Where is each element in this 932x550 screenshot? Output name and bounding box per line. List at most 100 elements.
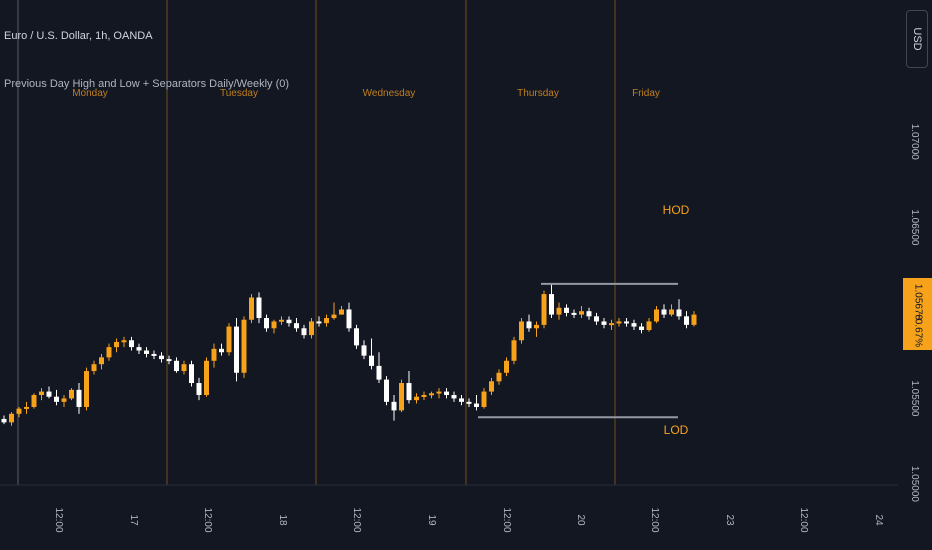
candle [391, 395, 397, 421]
candle-body [586, 311, 592, 317]
candle [354, 324, 359, 349]
candle-body [69, 389, 74, 399]
candle [571, 309, 577, 319]
candle [136, 343, 142, 354]
candle-body [234, 326, 239, 373]
candle [39, 388, 44, 401]
candle [661, 304, 667, 319]
candle [684, 311, 689, 329]
time-tick-label: 24 [873, 514, 884, 526]
candle-body [331, 314, 337, 319]
candle-body [286, 319, 292, 324]
candle [609, 319, 614, 330]
candle [286, 316, 292, 327]
candle [496, 369, 502, 385]
candle-body [1, 418, 7, 423]
candle-body [414, 396, 419, 401]
currency-button[interactable]: USD [906, 10, 928, 68]
candle-body [421, 395, 427, 397]
price-tick-label: 1.07000 [909, 124, 920, 161]
day-label-tuesday: Tuesday [220, 88, 258, 99]
candle [369, 338, 374, 370]
candle [474, 395, 479, 411]
candle [174, 357, 179, 373]
candle [331, 302, 337, 320]
candle-body [466, 401, 472, 404]
candle-body [76, 389, 82, 407]
candle [376, 352, 382, 384]
candle [481, 388, 487, 409]
candle-body [309, 321, 314, 336]
candle-body [226, 326, 232, 353]
candle [106, 343, 112, 361]
candle-body [646, 321, 652, 330]
candle [159, 352, 164, 363]
candle-body [46, 391, 52, 397]
price-tick-label: 1.05000 [909, 466, 920, 503]
day-label-friday: Friday [632, 88, 660, 99]
candle [129, 336, 134, 351]
candle [271, 319, 277, 334]
candle [204, 357, 209, 397]
candle [414, 393, 419, 404]
candle-body [594, 316, 599, 322]
candle-body [189, 364, 194, 384]
candle [691, 311, 697, 327]
candle-body [496, 372, 502, 382]
candle-body [489, 381, 494, 392]
day-label-wednesday: Wednesday [363, 88, 416, 99]
candle [669, 304, 674, 317]
candle-body [106, 347, 112, 358]
candle [24, 401, 29, 414]
candle-body [451, 395, 457, 399]
candle-body [406, 383, 412, 401]
candle [489, 377, 494, 395]
candle-body [316, 321, 322, 324]
candle [84, 367, 89, 411]
symbol-title[interactable]: Euro / U.S. Dollar, 1h, OANDA [4, 30, 153, 42]
candle [624, 318, 629, 327]
candle-body [159, 355, 164, 360]
price-tick-label: 1.05500 [909, 380, 920, 417]
candle [339, 306, 344, 315]
candle [54, 389, 59, 406]
candle [526, 314, 532, 332]
candle-body [684, 316, 689, 325]
candle-body [361, 345, 367, 356]
candle-body [121, 340, 127, 343]
last-price-tag: 1.05678 +0.67% [903, 278, 932, 350]
candles [1, 283, 697, 426]
candle-body [661, 309, 667, 315]
candle [429, 391, 434, 399]
candle-body [84, 371, 89, 407]
day-label-monday: Monday [72, 88, 108, 99]
candle-body [174, 360, 179, 372]
candle-body [526, 321, 532, 329]
candle-body [166, 359, 172, 362]
candle [114, 338, 119, 353]
candle [451, 391, 457, 402]
time-axis: 12:00 17 12:00 18 12:00 19 12:00 20 12:00 23 12:00… [53, 507, 884, 532]
candle [69, 388, 74, 401]
candle-body [549, 294, 554, 315]
candle [99, 353, 104, 370]
candle-body [114, 341, 119, 348]
lod-label: LOD [664, 423, 689, 437]
candle [361, 340, 367, 360]
indicator-title[interactable]: Previous Day High and Low + Separators D… [4, 78, 290, 90]
candle-body [639, 326, 644, 330]
candle [219, 343, 224, 356]
candle [279, 316, 284, 325]
candle-body [129, 340, 134, 348]
candle-body [541, 294, 547, 325]
time-tick-label: 12:00 [53, 507, 64, 532]
candle-body [256, 297, 262, 319]
candle-body [564, 307, 569, 313]
candle-body [616, 321, 622, 324]
candle [436, 388, 442, 399]
candle [406, 371, 412, 404]
candle [234, 318, 239, 382]
candle-body [676, 309, 682, 317]
candle [534, 321, 539, 337]
